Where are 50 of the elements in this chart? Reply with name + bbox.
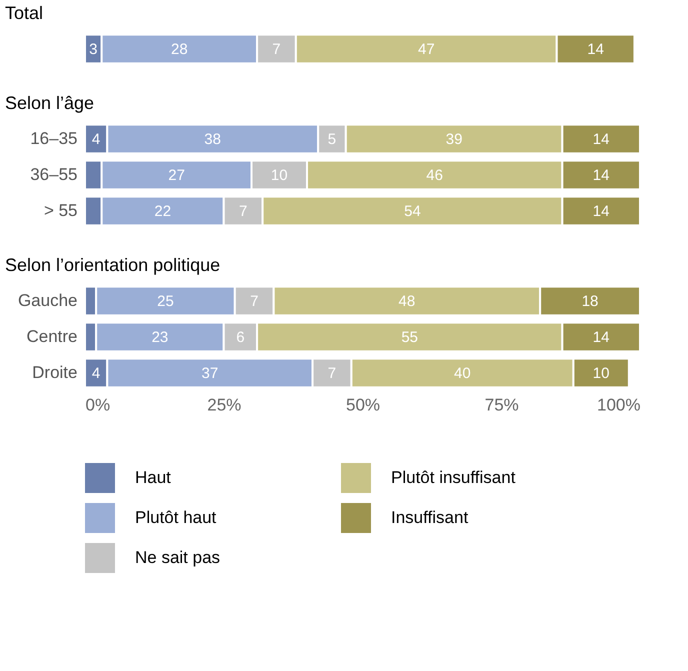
data-label: 14 [587, 41, 604, 58]
data-label: 37 [202, 365, 218, 382]
chart-title: Selon l’orientation politique [5, 255, 220, 275]
chart-title: Total [5, 3, 44, 23]
data-label: 46 [426, 167, 443, 184]
y-tick-label: Droite [32, 363, 78, 382]
data-label: 25 [157, 293, 174, 310]
y-tick-label: 16–35 [30, 129, 78, 148]
data-label: 7 [272, 41, 281, 58]
data-label: 6 [236, 329, 245, 346]
x-tick-label: 100% [597, 396, 640, 414]
data-label: 14 [592, 329, 610, 346]
data-label: 14 [592, 131, 610, 148]
chart-title: Selon l’âge [5, 93, 94, 113]
x-tick-label: 25% [207, 396, 242, 414]
data-label: 54 [404, 203, 421, 220]
legend-label: Insuffisant [391, 508, 468, 527]
x-tick-label: 50% [346, 396, 380, 414]
legend-label: Plutôt haut [135, 508, 217, 527]
y-tick-label: 36–55 [30, 165, 78, 184]
data-label: 48 [398, 293, 416, 310]
data-label: 4 [92, 131, 100, 148]
data-label: 5 [328, 131, 336, 148]
data-label: 23 [152, 329, 168, 346]
data-label: 40 [454, 365, 471, 382]
data-label: 27 [168, 167, 185, 184]
data-label: 14 [592, 203, 610, 220]
data-label: 3 [89, 41, 98, 58]
legend-label: Ne sait pas [135, 548, 220, 567]
x-tick-label: 0% [86, 396, 110, 414]
data-label: 47 [418, 41, 435, 58]
data-label: 7 [250, 293, 258, 310]
data-label: 22 [154, 203, 172, 220]
data-label: 10 [592, 365, 610, 382]
y-tick-label: > 55 [44, 201, 78, 220]
data-label: 7 [328, 365, 336, 382]
data-label: 4 [92, 365, 100, 382]
data-label: 38 [204, 131, 221, 148]
data-label: 14 [592, 167, 610, 184]
y-tick-label: Gauche [18, 291, 78, 310]
data-label: 7 [239, 203, 248, 220]
data-label: 55 [401, 329, 418, 346]
data-label: 39 [446, 131, 462, 148]
legend-label: Haut [135, 468, 172, 487]
data-label: 18 [582, 293, 598, 310]
data-label: 10 [270, 167, 288, 184]
data-label: 28 [171, 41, 188, 58]
y-tick-label: Centre [26, 327, 78, 346]
legend-label: Plutôt insuffisant [391, 468, 516, 487]
x-tick-label: 75% [484, 396, 519, 414]
